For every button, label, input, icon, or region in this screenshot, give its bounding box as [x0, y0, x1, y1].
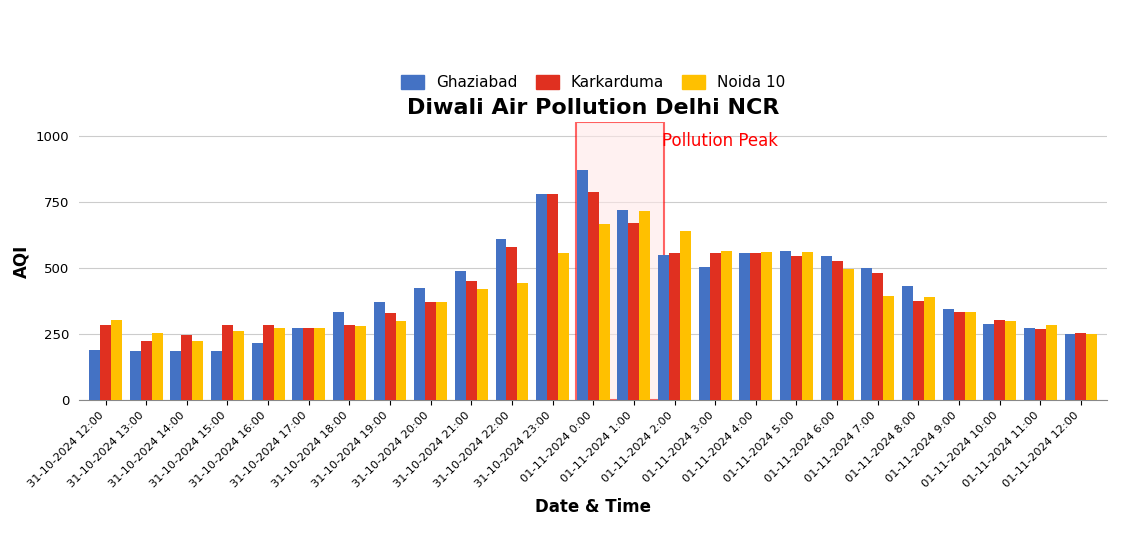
- Bar: [994, 320, 1006, 400]
- Bar: [415, 288, 425, 400]
- Bar: [466, 281, 477, 400]
- Bar: [843, 269, 853, 400]
- Bar: [536, 194, 547, 400]
- Bar: [872, 273, 884, 400]
- Bar: [518, 282, 529, 400]
- Bar: [750, 254, 762, 400]
- Bar: [1006, 321, 1016, 400]
- Bar: [924, 297, 935, 400]
- Bar: [140, 341, 151, 400]
- Text: Pollution Peak: Pollution Peak: [662, 132, 779, 150]
- Bar: [181, 335, 192, 400]
- Bar: [884, 296, 894, 400]
- Bar: [477, 289, 488, 400]
- Bar: [913, 301, 924, 400]
- Bar: [333, 311, 344, 400]
- Bar: [558, 254, 570, 400]
- Title: Diwali Air Pollution Delhi NCR: Diwali Air Pollution Delhi NCR: [407, 98, 780, 118]
- Bar: [640, 211, 651, 400]
- Bar: [1035, 329, 1046, 400]
- Bar: [111, 320, 122, 400]
- Bar: [211, 351, 221, 400]
- Bar: [802, 252, 812, 400]
- Bar: [192, 341, 203, 400]
- Bar: [151, 333, 163, 400]
- Bar: [89, 350, 101, 400]
- Bar: [396, 321, 407, 400]
- Bar: [780, 251, 791, 400]
- Bar: [1086, 334, 1097, 400]
- Bar: [425, 302, 436, 400]
- Bar: [1046, 325, 1057, 400]
- Bar: [495, 239, 506, 400]
- Bar: [628, 223, 640, 400]
- Bar: [710, 254, 721, 400]
- Bar: [273, 327, 285, 400]
- Bar: [344, 325, 355, 400]
- Legend: Ghaziabad, Karkarduma, Noida 10: Ghaziabad, Karkarduma, Noida 10: [394, 69, 792, 96]
- Bar: [942, 309, 954, 400]
- Bar: [506, 247, 518, 400]
- Bar: [1076, 333, 1086, 400]
- Bar: [171, 351, 181, 400]
- Bar: [455, 271, 466, 400]
- Bar: [658, 255, 669, 400]
- Bar: [791, 256, 802, 400]
- Bar: [698, 267, 710, 400]
- Bar: [130, 351, 140, 400]
- Bar: [983, 324, 994, 400]
- X-axis label: Date & Time: Date & Time: [536, 498, 651, 516]
- Bar: [599, 224, 610, 400]
- Bar: [374, 302, 384, 400]
- Bar: [252, 344, 262, 400]
- Bar: [1064, 334, 1076, 400]
- Bar: [820, 256, 832, 400]
- Bar: [762, 252, 772, 400]
- Bar: [384, 313, 396, 400]
- Bar: [303, 327, 314, 400]
- Bar: [314, 327, 325, 400]
- Y-axis label: AQI: AQI: [12, 245, 31, 278]
- Bar: [588, 192, 599, 400]
- Bar: [576, 170, 588, 400]
- FancyBboxPatch shape: [575, 122, 663, 400]
- Bar: [233, 331, 244, 400]
- Bar: [221, 325, 233, 400]
- Bar: [101, 325, 111, 400]
- Bar: [861, 268, 872, 400]
- Bar: [436, 302, 447, 400]
- Bar: [739, 254, 750, 400]
- Bar: [1024, 327, 1035, 400]
- Bar: [262, 325, 273, 400]
- Bar: [355, 326, 366, 400]
- Bar: [954, 311, 965, 400]
- Bar: [965, 311, 975, 400]
- Bar: [902, 286, 913, 400]
- Bar: [669, 254, 680, 400]
- Bar: [721, 251, 731, 400]
- Bar: [832, 261, 843, 400]
- Bar: [617, 210, 628, 400]
- Bar: [547, 194, 558, 400]
- Bar: [293, 327, 303, 400]
- Bar: [680, 231, 692, 400]
